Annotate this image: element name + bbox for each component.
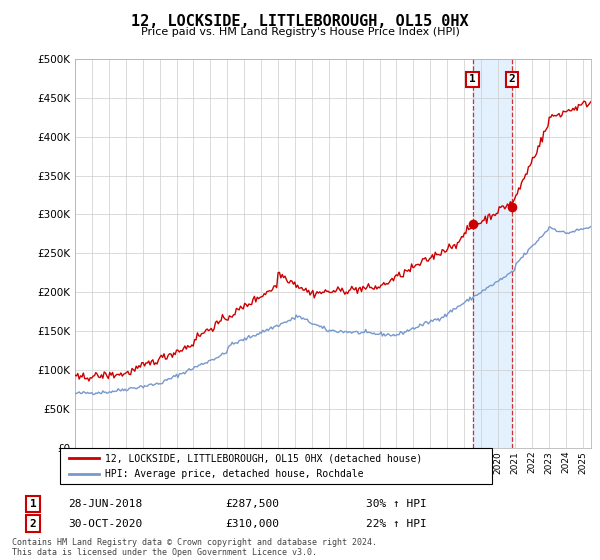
Text: 1: 1: [29, 499, 37, 509]
Text: 30-OCT-2020: 30-OCT-2020: [68, 519, 142, 529]
Text: 22% ↑ HPI: 22% ↑ HPI: [365, 519, 427, 529]
Bar: [473, 59, 512, 448]
Text: 12, LOCKSIDE, LITTLEBOROUGH, OL15 0HX: 12, LOCKSIDE, LITTLEBOROUGH, OL15 0HX: [131, 14, 469, 29]
Text: 28-JUN-2018: 28-JUN-2018: [68, 499, 142, 509]
Text: 12, LOCKSIDE, LITTLEBOROUGH, OL15 0HX (detached house): 12, LOCKSIDE, LITTLEBOROUGH, OL15 0HX (d…: [105, 453, 422, 463]
Text: Contains HM Land Registry data © Crown copyright and database right 2024.
This d: Contains HM Land Registry data © Crown c…: [12, 538, 377, 557]
Text: £310,000: £310,000: [225, 519, 279, 529]
Text: Price paid vs. HM Land Registry's House Price Index (HPI): Price paid vs. HM Land Registry's House …: [140, 27, 460, 37]
Text: 30% ↑ HPI: 30% ↑ HPI: [365, 499, 427, 509]
Text: HPI: Average price, detached house, Rochdale: HPI: Average price, detached house, Roch…: [105, 469, 364, 479]
Text: 2: 2: [509, 74, 515, 85]
Text: 2: 2: [29, 519, 37, 529]
Text: 1: 1: [469, 74, 476, 85]
Text: £287,500: £287,500: [225, 499, 279, 509]
